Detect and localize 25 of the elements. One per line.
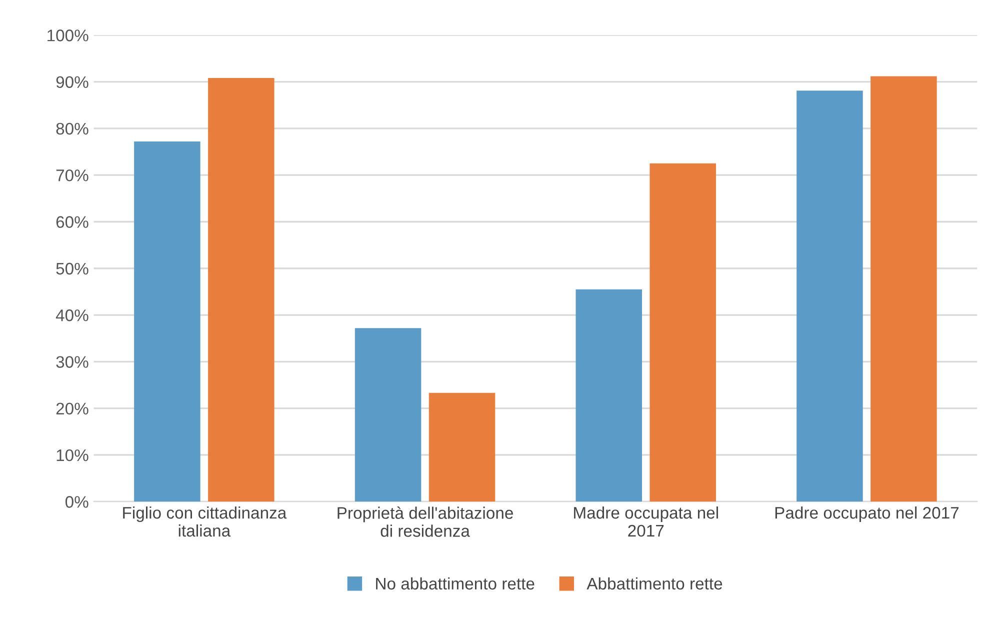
bar [650,163,716,502]
bar [796,90,863,502]
y-tick-label: 100% [48,30,88,42]
bar [354,328,422,502]
legend-label: Abbattimento rette [586,577,722,590]
x-tick-label: Figlio con cittadinanza italiana [123,506,287,537]
y-tick-label: 60% [56,216,88,228]
y-tick-label: 70% [56,169,88,182]
x-tick-label: Madre occupata nel 2017 [574,506,718,537]
y-tick-label: 0% [65,496,88,508]
y-tick-label: 20% [56,402,88,415]
y-tick-label: 30% [56,356,88,368]
y-tick-label: 40% [56,309,88,322]
x-tick-label: Proprietà dell'abitazione di residenza [338,506,513,537]
bar [134,142,200,502]
y-tick-label: 90% [56,76,88,88]
bar [870,76,937,502]
y-tick-label: 50% [56,262,88,275]
bar [208,78,274,502]
legend-label: No abbattimento rette [376,577,534,590]
x-tick-label: Padre occupato nel 2017 [775,506,959,522]
bar [428,392,496,502]
y-tick-label: 10% [56,449,88,462]
y-tick-label: 80% [56,122,88,135]
bar [576,289,642,502]
